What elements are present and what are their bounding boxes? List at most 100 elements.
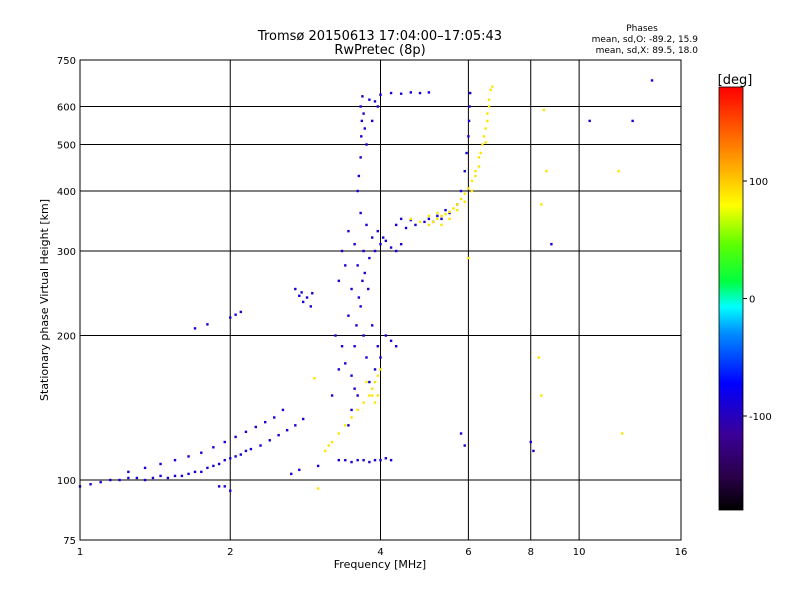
data-point-x (373, 380, 377, 384)
data-point-o (89, 483, 92, 486)
plot-frame (79, 59, 682, 541)
data-point-x (489, 88, 492, 92)
data-point-o (239, 453, 243, 456)
data-point-o (193, 327, 197, 330)
data-point-o (418, 91, 422, 95)
data-point-x (444, 212, 447, 216)
data-point-x (330, 440, 334, 444)
data-point-o (389, 246, 393, 249)
data-point-o (463, 444, 466, 447)
data-point-o (467, 135, 470, 138)
data-point-o (361, 279, 364, 283)
data-point-o (173, 474, 177, 478)
data-point-o (273, 416, 276, 419)
data-point-x (431, 220, 435, 224)
data-point-x (456, 208, 459, 212)
data-point-o (357, 296, 361, 299)
data-point-o (368, 98, 371, 101)
data-point-o (423, 220, 426, 224)
data-point-o (337, 458, 341, 462)
legend-line-o: mean, sd,O: -89.2, 15.9 (592, 35, 699, 45)
data-point-o (350, 374, 353, 377)
data-point-o (200, 451, 203, 454)
data-point-o (249, 447, 253, 451)
colorbar (718, 86, 744, 511)
data-point-o (180, 474, 184, 478)
data-point-o (359, 156, 362, 159)
data-point-x (327, 444, 330, 447)
data-point-o (371, 119, 374, 123)
data-point-o (217, 462, 221, 466)
data-point-o (353, 242, 356, 246)
data-point-x (542, 108, 546, 112)
data-point-o (356, 189, 359, 193)
data-point-o (376, 229, 379, 233)
data-point-o (356, 458, 359, 462)
y-tick-label: 100 (57, 476, 76, 487)
data-point-o (459, 432, 463, 435)
data-point-o (389, 91, 393, 95)
data-point-o (394, 223, 398, 227)
data-point-x (418, 220, 422, 224)
data-point-o (550, 242, 553, 246)
x-tick-label: 4 (377, 547, 383, 558)
data-point-o (285, 429, 289, 432)
data-point-o (394, 249, 398, 253)
data-point-x (459, 197, 463, 201)
y-tick-label: 75 (63, 536, 76, 547)
data-point-x (316, 487, 320, 490)
data-point-x (376, 374, 379, 377)
data-point-o (143, 466, 147, 470)
data-point-o (234, 313, 237, 316)
x-tick-label: 6 (465, 547, 471, 558)
data-point-o (223, 458, 226, 462)
data-point-o (187, 455, 190, 458)
data-point-o (294, 424, 297, 427)
data-point-o (200, 470, 203, 474)
legend-title: Phases (626, 24, 658, 34)
data-point-o (337, 368, 341, 371)
chart-title: Tromsø 20150613 17:04:00–17:05:43 (257, 29, 502, 44)
data-point-x (479, 151, 482, 155)
data-point-o (368, 460, 371, 464)
data-point-x (456, 203, 459, 206)
data-point-o (381, 236, 385, 239)
data-point-o (529, 440, 532, 444)
data-point-o (373, 249, 377, 253)
data-point-o (254, 425, 257, 429)
data-point-o (373, 100, 377, 103)
colorbar-tick-label: 100 (749, 177, 768, 188)
data-point-o (356, 264, 359, 267)
data-point-o (212, 446, 215, 449)
data-point-o (316, 464, 320, 468)
data-point-o (344, 264, 347, 267)
data-point-o (298, 468, 301, 472)
data-point-x (545, 169, 548, 173)
data-point-o (362, 458, 365, 462)
data-point-x (617, 169, 620, 173)
data-point-o (330, 394, 334, 397)
data-point-o (379, 458, 382, 462)
data-point-x (484, 127, 487, 130)
data-point-o (414, 223, 417, 227)
data-point-o (389, 339, 393, 343)
data-point-o (463, 169, 466, 173)
data-point-o (360, 119, 364, 123)
data-point-o (359, 211, 362, 215)
data-point-o (650, 79, 654, 82)
x-axis-label: Frequency [MHz] (334, 558, 426, 571)
data-point-o (234, 435, 237, 439)
data-point-x (362, 401, 365, 404)
colorbar-tick-label: 0 (749, 295, 755, 306)
legend-line-x: mean, sd,X: 89.5, 18.0 (596, 46, 699, 56)
colorbar-tick-label: -100 (749, 412, 772, 423)
data-point-o (436, 214, 439, 218)
data-point-o (217, 485, 221, 488)
data-point-o (427, 217, 431, 221)
data-point-o (362, 334, 365, 337)
data-point-x (371, 394, 374, 397)
data-point-x (436, 211, 439, 215)
data-point-o (357, 174, 361, 178)
data-point-o (373, 458, 377, 462)
